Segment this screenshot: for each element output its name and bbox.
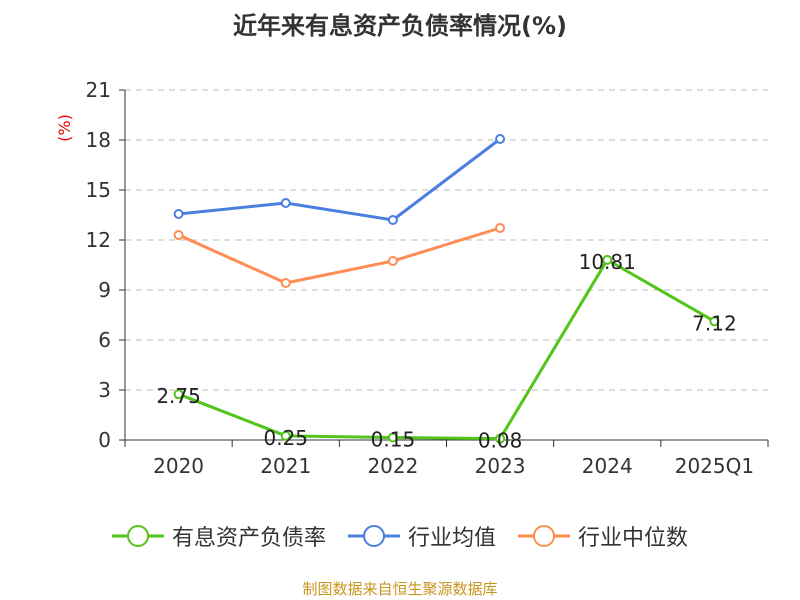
data-point — [173, 209, 184, 219]
series-line — [178, 137, 501, 222]
x-tick-label: 2021 — [260, 454, 311, 478]
legend-label: 行业中位数 — [578, 526, 689, 551]
legend-marker-icon — [111, 525, 164, 547]
series-line — [177, 226, 501, 285]
y-tick-label: 6 — [98, 328, 111, 352]
data-point — [495, 433, 506, 444]
x-tick-label: 2022 — [367, 454, 418, 478]
data-label: 0.08 — [478, 429, 523, 453]
data-point — [387, 256, 398, 266]
data-label: 10.81 — [579, 250, 636, 274]
legend-item[interactable]: 行业均值 — [347, 520, 496, 552]
y-tick-label: 15 — [86, 178, 111, 202]
legend-label: 行业均值 — [407, 526, 496, 551]
chart-title: 近年来有息资产负债率情况(%) — [233, 12, 567, 40]
data-point — [602, 254, 613, 265]
x-tick-label: 2023 — [475, 454, 526, 478]
legend: 有息资产负债率 行业均值 行业中位数 — [0, 520, 800, 552]
data-label: 0.25 — [263, 426, 308, 450]
y-tick-label: 0 — [98, 428, 111, 452]
x-tick-label: 2024 — [582, 454, 633, 478]
data-point — [280, 198, 291, 208]
x-tick-label: 2025Q1 — [675, 454, 754, 478]
series-line — [178, 257, 716, 441]
y-tick-label: 21 — [86, 78, 111, 102]
y-tick-label: 3 — [98, 378, 111, 402]
legend-marker-icon — [518, 525, 570, 547]
legend-item[interactable]: 行业中位数 — [518, 520, 688, 552]
y-tick-label: 18 — [86, 128, 111, 152]
source-note: 制图数据来自恒生聚源数据库 — [302, 580, 498, 598]
data-point — [173, 230, 184, 240]
data-point — [280, 278, 291, 288]
data-point — [495, 134, 506, 144]
data-point — [280, 430, 291, 441]
y-axis-label: (%) — [55, 114, 74, 142]
data-point — [387, 215, 398, 225]
x-tick-label: 2020 — [153, 454, 204, 478]
y-tick-label: 12 — [86, 228, 111, 252]
data-label: 0.15 — [371, 428, 416, 452]
legend-item[interactable]: 有息资产负债率 — [111, 520, 326, 552]
data-point — [387, 432, 398, 443]
legend-marker-icon — [347, 525, 400, 547]
legend-label: 有息资产负债率 — [171, 526, 326, 551]
data-point — [495, 223, 506, 233]
data-point — [709, 316, 720, 327]
data-point — [173, 389, 184, 400]
y-tick-label: 9 — [98, 278, 111, 302]
data-label: 7.12 — [692, 311, 737, 335]
data-label: 2.75 — [156, 384, 201, 408]
